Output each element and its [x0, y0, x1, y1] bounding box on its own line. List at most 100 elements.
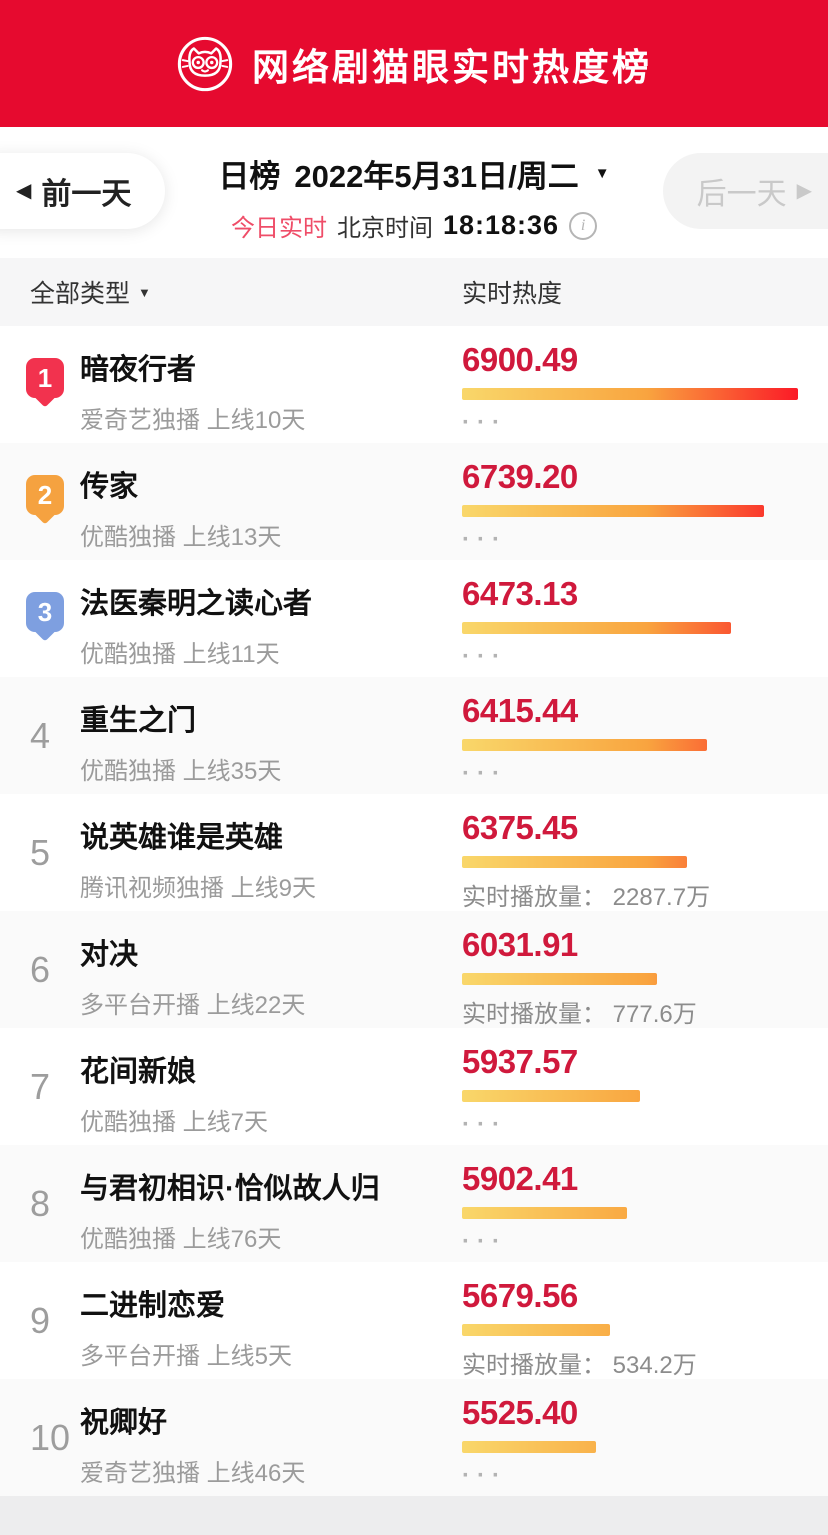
heat-info: 5937.57 ···	[462, 1043, 798, 1139]
heat-score: 6900.49	[462, 341, 578, 378]
heat-bar	[462, 856, 688, 868]
heat-score: 5902.41	[462, 1160, 578, 1197]
drama-title: 与君初相识·恰似故人归	[80, 1173, 380, 1205]
drama-title: 传家	[80, 471, 139, 503]
heat-bar	[462, 973, 657, 985]
footer-bar	[0, 1496, 828, 1535]
heat-bar-fill	[462, 1441, 597, 1453]
date-label: 2022年5月31日/周二	[294, 159, 579, 194]
maoyan-cat-logo-icon	[176, 35, 234, 93]
chevron-down-icon: ▼	[594, 165, 610, 182]
type-filter-label: 全部类型	[30, 280, 131, 308]
heat-bar	[462, 622, 731, 634]
heat-info: 6031.91 实时播放量： 777.6万	[462, 926, 798, 1029]
ranking-row[interactable]: 8 8 与君初相识·恰似故人归 优酷独播 上线76天 5902.41 ···	[0, 1145, 828, 1262]
drama-title: 说英雄谁是英雄	[80, 822, 284, 854]
ranking-row[interactable]: 5 5 说英雄谁是英雄 腾讯视频独播 上线9天 6375.45 实时播放量： 2…	[0, 794, 828, 911]
rank-number: 7	[30, 1065, 51, 1107]
heat-bar-fill	[462, 1324, 610, 1336]
time-line: 今日实时 北京时间 18:18:36 i	[0, 208, 828, 243]
heat-bar	[462, 739, 708, 751]
row-extra: ···	[462, 1111, 507, 1138]
drama-meta: 优酷独播 上线7天	[80, 1109, 269, 1136]
drama-meta: 爱奇艺独播 上线10天	[80, 407, 306, 434]
ranking-row[interactable]: 10 10 祝卿好 爱奇艺独播 上线46天 5525.40 ···	[0, 1379, 828, 1496]
date-selector[interactable]: 日榜 2022年5月31日/周二 ▼	[218, 151, 609, 196]
heat-info: 6739.20 ···	[462, 458, 798, 554]
info-icon[interactable]: i	[569, 211, 598, 240]
drama-title: 重生之门	[80, 705, 197, 737]
rank-type-label: 日榜	[218, 159, 281, 194]
timezone-label: 北京时间	[336, 215, 433, 242]
rank-number: 9	[30, 1299, 51, 1341]
heat-info: 6473.13 ···	[462, 575, 798, 671]
heat-info: 5525.40 ···	[462, 1394, 798, 1490]
rank-badge: 3	[26, 592, 64, 632]
right-arrow-icon: ▶	[796, 180, 812, 202]
row-extra: ···	[462, 760, 507, 787]
heat-score: 5679.56	[462, 1277, 578, 1314]
drama-meta: 多平台开播 上线22天	[80, 992, 306, 1019]
drama-meta: 多平台开播 上线5天	[80, 1343, 293, 1370]
heat-bar-fill	[462, 622, 731, 634]
rank-number: 8	[30, 1182, 51, 1224]
heat-info: 5902.41 ···	[462, 1160, 798, 1256]
ranking-row[interactable]: 1 1 暗夜行者 爱奇艺独播 上线10天 6900.49 ···	[0, 326, 828, 443]
heat-score: 6031.91	[462, 926, 578, 963]
rank-badge: 2	[26, 475, 64, 515]
drama-meta: 优酷独播 上线11天	[80, 641, 280, 668]
heat-column-label: 实时热度	[462, 280, 563, 308]
row-extra: ···	[462, 1228, 507, 1255]
ranking-list: 1 1 暗夜行者 爱奇艺独播 上线10天 6900.49 ··· 2 2 传家 …	[0, 326, 828, 1496]
heat-score: 6473.13	[462, 575, 578, 612]
heat-score: 6375.45	[462, 809, 578, 846]
heat-info: 5679.56 实时播放量： 534.2万	[462, 1277, 798, 1380]
drama-info: 传家 优酷独播 上线13天	[80, 463, 281, 552]
date-center: 日榜 2022年5月31日/周二 ▼ 今日实时 北京时间 18:18:36 i	[0, 127, 828, 243]
ranking-row[interactable]: 6 6 对决 多平台开播 上线22天 6031.91 实时播放量： 777.6万	[0, 911, 828, 1028]
drama-info: 暗夜行者 爱奇艺独播 上线10天	[80, 346, 305, 435]
ranking-row[interactable]: 7 7 花间新娘 优酷独播 上线7天 5937.57 ···	[0, 1028, 828, 1145]
heat-bar-fill	[462, 388, 798, 400]
heat-bar	[462, 1324, 610, 1336]
row-extra: 实时播放量： 2287.7万	[462, 884, 711, 911]
drama-title: 花间新娘	[80, 1056, 197, 1088]
heat-bar	[462, 388, 798, 400]
drama-meta: 优酷独播 上线76天	[80, 1226, 282, 1253]
next-day-label: 后一天	[696, 178, 787, 211]
drama-info: 对决 多平台开播 上线22天	[80, 931, 305, 1020]
heat-bar-fill	[462, 739, 708, 751]
prev-day-button[interactable]: ◀ 前一天	[0, 153, 166, 229]
clock-time: 18:18:36	[442, 210, 560, 240]
heat-score: 5937.57	[462, 1043, 578, 1080]
drama-meta: 腾讯视频独播 上线9天	[80, 875, 317, 902]
row-extra: ···	[462, 1462, 507, 1489]
row-extra: ···	[462, 409, 507, 436]
rank-number: 4	[30, 714, 51, 756]
type-filter-dropdown[interactable]: 全部类型 ▼	[30, 274, 151, 310]
ranking-row[interactable]: 4 4 重生之门 优酷独播 上线35天 6415.44 ···	[0, 677, 828, 794]
heat-info: 6375.45 实时播放量： 2287.7万	[462, 809, 798, 912]
heat-bar-fill	[462, 505, 765, 517]
rank-number: 10	[30, 1416, 71, 1458]
drama-title: 对决	[80, 939, 139, 971]
row-extra: ···	[462, 643, 507, 670]
heat-info: 6900.49 ···	[462, 341, 798, 437]
left-arrow-icon: ◀	[16, 180, 32, 202]
row-extra: 实时播放量： 534.2万	[462, 1352, 697, 1379]
drama-title: 暗夜行者	[80, 354, 197, 386]
ranking-row[interactable]: 3 3 法医秦明之读心者 优酷独播 上线11天 6473.13 ···	[0, 560, 828, 677]
ranking-row[interactable]: 9 9 二进制恋爱 多平台开播 上线5天 5679.56 实时播放量： 534.…	[0, 1262, 828, 1379]
drama-title: 法医秦明之读心者	[80, 588, 313, 620]
heat-bar-fill	[462, 1090, 641, 1102]
next-day-button[interactable]: 后一天 ▶	[662, 153, 828, 229]
heat-bar	[462, 505, 765, 517]
heat-score: 6415.44	[462, 692, 578, 729]
row-extra: 实时播放量： 777.6万	[462, 1001, 697, 1028]
drama-title: 祝卿好	[80, 1407, 168, 1439]
chevron-down-icon: ▼	[138, 284, 151, 300]
prev-day-label: 前一天	[41, 178, 132, 211]
drama-info: 法医秦明之读心者 优酷独播 上线11天	[80, 580, 312, 669]
ranking-row[interactable]: 2 2 传家 优酷独播 上线13天 6739.20 ···	[0, 443, 828, 560]
